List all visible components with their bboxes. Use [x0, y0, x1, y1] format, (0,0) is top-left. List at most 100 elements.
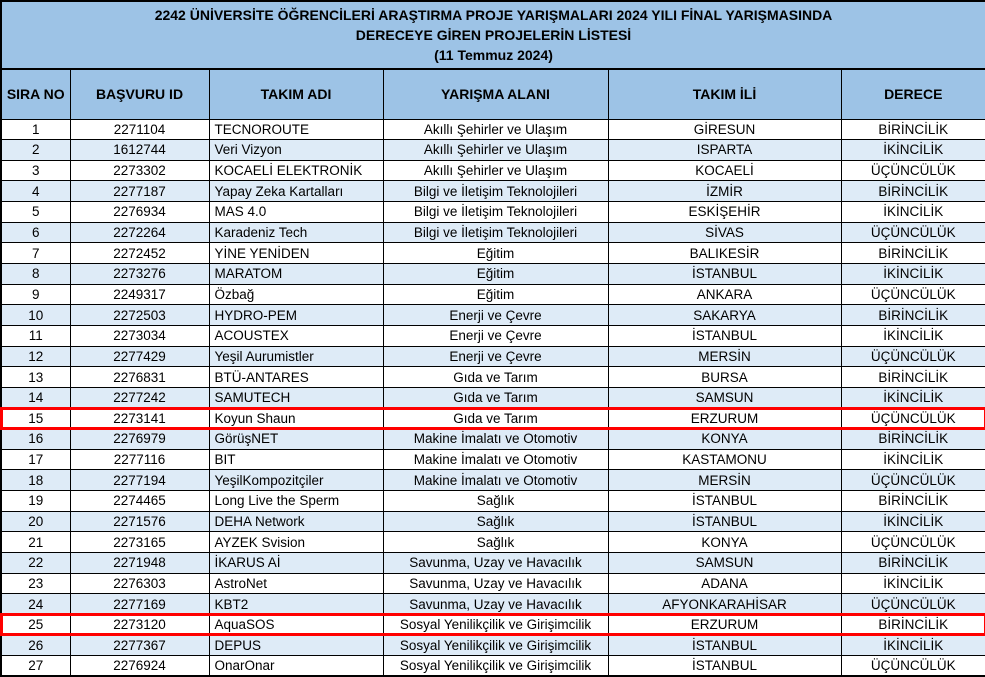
cell-derece: İKİNCİLİK: [840, 510, 985, 533]
cell-derece: ÜÇÜNCÜLÜK: [840, 407, 985, 430]
cell-derece: BİRİNCİLİK: [840, 551, 985, 574]
table-row: 10 2272503 HYDRO-PEM Enerji ve Çevre SAK…: [0, 304, 985, 326]
cell-derece: BİRİNCİLİK: [840, 366, 985, 388]
cell-yarisma-alani: Bilgi ve İletişim Teknolojileri: [382, 201, 609, 223]
cell-basvuru-id: 2277242: [69, 386, 210, 409]
cell-derece: ÜÇÜNCÜLÜK: [840, 469, 985, 492]
column-header-yarisma-alani: YARIŞMA ALANI: [382, 68, 609, 120]
cell-basvuru-id: 2272503: [69, 304, 210, 326]
cell-sira-no: 13: [0, 366, 71, 388]
cell-basvuru-id: 2271948: [69, 551, 210, 574]
column-header-derece: DERECE: [840, 68, 985, 120]
cell-derece: ÜÇÜNCÜLÜK: [840, 221, 985, 244]
cell-basvuru-id: 2271576: [69, 510, 210, 533]
cell-yarisma-alani: Akıllı Şehirler ve Ulaşım: [382, 139, 609, 161]
cell-basvuru-id: 2273165: [69, 531, 210, 553]
cell-takim-adi: AquaSOS: [208, 613, 384, 636]
cell-derece: İKİNCİLİK: [840, 139, 985, 161]
cell-basvuru-id: 2277429: [69, 345, 210, 368]
cell-yarisma-alani: Savunma, Uzay ve Havacılık: [382, 593, 609, 615]
cell-basvuru-id: 2276934: [69, 201, 210, 223]
cell-derece: ÜÇÜNCÜLÜK: [840, 283, 985, 306]
cell-takim-adi: TECNOROUTE: [208, 118, 384, 141]
cell-takim-adi: Özbağ: [208, 283, 384, 306]
cell-derece: ÜÇÜNCÜLÜK: [840, 593, 985, 615]
cell-sira-no: 27: [0, 655, 71, 677]
results-table-body: 1 2271104 TECNOROUTE Akıllı Şehirler ve …: [0, 118, 985, 677]
cell-sira-no: 15: [0, 407, 71, 430]
column-header-sira-no: SIRA NO: [0, 68, 71, 120]
cell-takim-adi: YİNE YENİDEN: [208, 242, 384, 264]
cell-basvuru-id: 2276979: [69, 428, 210, 450]
table-row: 7 2272452 YİNE YENİDEN Eğitim BALIKESİR …: [0, 242, 985, 264]
column-header-row: SIRA NO BAŞVURU ID TAKIM ADI YARIŞMA ALA…: [0, 68, 985, 120]
cell-takim-ili: KONYA: [607, 428, 842, 450]
cell-yarisma-alani: Gıda ve Tarım: [382, 366, 609, 388]
cell-takim-ili: KOCAELİ: [607, 159, 842, 182]
title-line-2: DERECEYE GİREN PROJELERİN LİSTESİ: [355, 27, 632, 43]
cell-takim-adi: MAS 4.0: [208, 201, 384, 223]
table-row: 8 2273276 MARATOM Eğitim İSTANBUL İKİNCİ…: [0, 262, 985, 285]
cell-yarisma-alani: Savunma, Uzay ve Havacılık: [382, 572, 609, 595]
cell-sira-no: 6: [0, 221, 71, 244]
cell-takim-adi: İKARUS Aİ: [208, 551, 384, 574]
cell-yarisma-alani: Makine İmalatı ve Otomotiv: [382, 469, 609, 492]
cell-takim-ili: BURSA: [607, 366, 842, 388]
cell-sira-no: 5: [0, 201, 71, 223]
table-row: 4 2277187 Yapay Zeka Kartalları Bilgi ve…: [0, 180, 985, 203]
cell-basvuru-id: 2277187: [69, 180, 210, 203]
cell-sira-no: 14: [0, 386, 71, 409]
table-row: 2 1612744 Veri Vizyon Akıllı Şehirler ve…: [0, 139, 985, 161]
table-row: 25 2273120 AquaSOS Sosyal Yenilikçilik v…: [0, 613, 985, 636]
cell-sira-no: 23: [0, 572, 71, 595]
table-row: 1 2271104 TECNOROUTE Akıllı Şehirler ve …: [0, 118, 985, 141]
table-row: 6 2272264 Karadeniz Tech Bilgi ve İletiş…: [0, 221, 985, 244]
cell-sira-no: 3: [0, 159, 71, 182]
cell-takim-ili: ESKİŞEHİR: [607, 201, 842, 223]
cell-sira-no: 21: [0, 531, 71, 553]
cell-sira-no: 7: [0, 242, 71, 264]
title-line-1: 2242 ÜNİVERSİTE ÖĞRENCİLERİ ARAŞTIRMA PR…: [154, 7, 833, 23]
cell-takim-adi: MARATOM: [208, 262, 384, 285]
cell-yarisma-alani: Enerji ve Çevre: [382, 324, 609, 347]
table-row: 27 2276924 OnarOnar Sosyal Yenilikçilik …: [0, 655, 985, 677]
cell-yarisma-alani: Akıllı Şehirler ve Ulaşım: [382, 118, 609, 141]
cell-yarisma-alani: Eğitim: [382, 242, 609, 264]
cell-takim-ili: GİRESUN: [607, 118, 842, 141]
table-row: 11 2273034 ACOUSTEX Enerji ve Çevre İSTA…: [0, 324, 985, 347]
cell-derece: BİRİNCİLİK: [840, 490, 985, 512]
cell-derece: ÜÇÜNCÜLÜK: [840, 655, 985, 677]
cell-yarisma-alani: Sosyal Yenilikçilik ve Girişimcilik: [382, 655, 609, 677]
column-header-takim-adi: TAKIM ADI: [208, 68, 384, 120]
cell-yarisma-alani: Gıda ve Tarım: [382, 386, 609, 409]
table-row: 24 2277169 KBT2 Savunma, Uzay ve Havacıl…: [0, 593, 985, 615]
table-row: 23 2276303 AstroNet Savunma, Uzay ve Hav…: [0, 572, 985, 595]
table-row: 26 2277367 DEPUS Sosyal Yenilikçilik ve …: [0, 634, 985, 657]
cell-yarisma-alani: Sağlık: [382, 490, 609, 512]
cell-yarisma-alani: Sağlık: [382, 510, 609, 533]
cell-yarisma-alani: Eğitim: [382, 262, 609, 285]
cell-derece: BİRİNCİLİK: [840, 180, 985, 203]
cell-derece: İKİNCİLİK: [840, 634, 985, 657]
cell-takim-ili: SİVAS: [607, 221, 842, 244]
document-title: 2242 ÜNİVERSİTE ÖĞRENCİLERİ ARAŞTIRMA PR…: [0, 0, 985, 70]
cell-sira-no: 9: [0, 283, 71, 306]
table-row: 15 2273141 Koyun Shaun Gıda ve Tarım ERZ…: [0, 406, 985, 430]
cell-basvuru-id: 2273034: [69, 324, 210, 347]
cell-takim-adi: DEPUS: [208, 634, 384, 657]
cell-derece: BİRİNCİLİK: [840, 242, 985, 264]
cell-sira-no: 4: [0, 180, 71, 203]
cell-derece: BİRİNCİLİK: [840, 304, 985, 326]
cell-takim-adi: ACOUSTEX: [208, 324, 384, 347]
cell-yarisma-alani: Eğitim: [382, 283, 609, 306]
cell-derece: İKİNCİLİK: [840, 386, 985, 409]
cell-takim-adi: GörüşNET: [208, 428, 384, 450]
cell-basvuru-id: 2273141: [69, 407, 210, 430]
cell-takim-adi: KBT2: [208, 593, 384, 615]
table-row: 19 2274465 Long Live the Sperm Sağlık İS…: [0, 490, 985, 512]
cell-basvuru-id: 2277194: [69, 469, 210, 492]
cell-takim-ili: ANKARA: [607, 283, 842, 306]
cell-basvuru-id: 2273276: [69, 262, 210, 285]
cell-takim-adi: Karadeniz Tech: [208, 221, 384, 244]
cell-basvuru-id: 2272264: [69, 221, 210, 244]
